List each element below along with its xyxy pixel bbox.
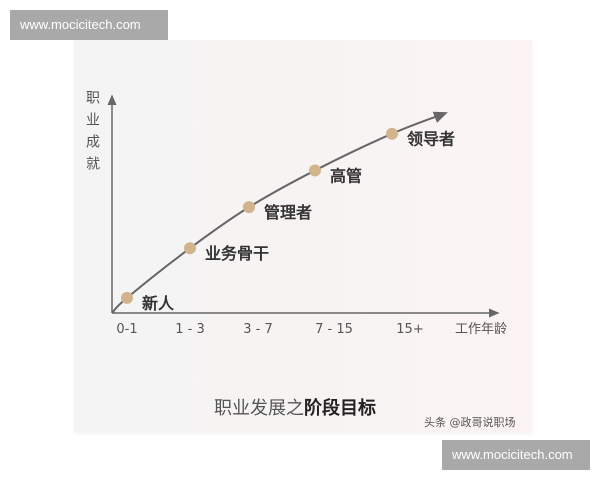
x-tick-label: 7 - 15 [315,322,353,337]
x-tick-label: 3 - 7 [243,322,273,337]
y-axis-label: 职业成就 [84,90,100,178]
data-point [121,291,133,304]
x-tick-label: 15+ [396,322,423,337]
point-label: 业务骨干 [205,244,269,263]
x-axis-label: 工作年龄 [455,322,507,337]
x-tick-label: 0-1 [116,322,137,337]
data-point [386,127,398,140]
watermark-top: www.mocicitech.com [10,10,168,40]
credit-text: 头条 @政哥说职场 [424,416,516,429]
point-label: 管理者 [264,203,312,222]
caption-bold: 阶段目标 [304,398,376,419]
x-tick-label: 1 - 3 [175,322,205,337]
point-label: 新人 [142,294,175,313]
data-point [243,201,255,214]
watermark-bottom: www.mocicitech.com [442,440,590,470]
data-point [309,164,321,177]
point-label: 领导者 [407,130,455,149]
chart-caption: 职业发展之阶段目标 [214,394,376,420]
data-point [184,242,196,255]
caption-normal: 职业发展之 [214,398,304,419]
chart-card [74,40,532,432]
point-label: 高管 [330,166,362,185]
